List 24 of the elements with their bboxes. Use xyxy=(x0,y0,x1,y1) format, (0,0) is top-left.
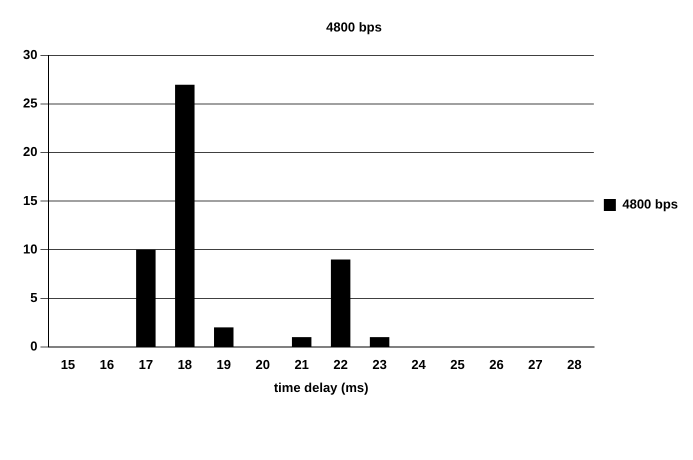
y-tick-label: 15 xyxy=(22,192,38,208)
y-tick-label: 20 xyxy=(22,144,38,160)
legend-label: 4800 bps xyxy=(622,196,678,212)
x-tick-label: 16 xyxy=(100,357,114,372)
x-tick-label: 23 xyxy=(372,357,387,372)
y-tick-label: 5 xyxy=(30,290,38,305)
y-tick-label: 0 xyxy=(30,338,38,354)
x-tick-label: 28 xyxy=(567,357,582,372)
chart-title: 4800 bps xyxy=(326,19,382,34)
x-tick-label: 20 xyxy=(255,357,270,372)
y-tick-label: 30 xyxy=(22,47,38,62)
y-tick-label: 10 xyxy=(22,241,38,256)
x-tick-label: 22 xyxy=(333,357,348,372)
x-tick-label: 15 xyxy=(60,357,76,372)
x-axis-title: time delay (ms) xyxy=(274,380,368,395)
x-tick-label: 27 xyxy=(528,357,543,372)
x-tick-label: 18 xyxy=(178,357,192,372)
x-tick-label: 25 xyxy=(450,357,465,372)
y-tick-label: 25 xyxy=(22,96,38,111)
x-tick-label: 17 xyxy=(138,357,154,372)
x-tick-label: 21 xyxy=(294,357,309,372)
x-tick-label: 19 xyxy=(216,357,231,372)
x-tick-label: 24 xyxy=(411,357,427,372)
x-tick-label: 26 xyxy=(489,357,504,372)
